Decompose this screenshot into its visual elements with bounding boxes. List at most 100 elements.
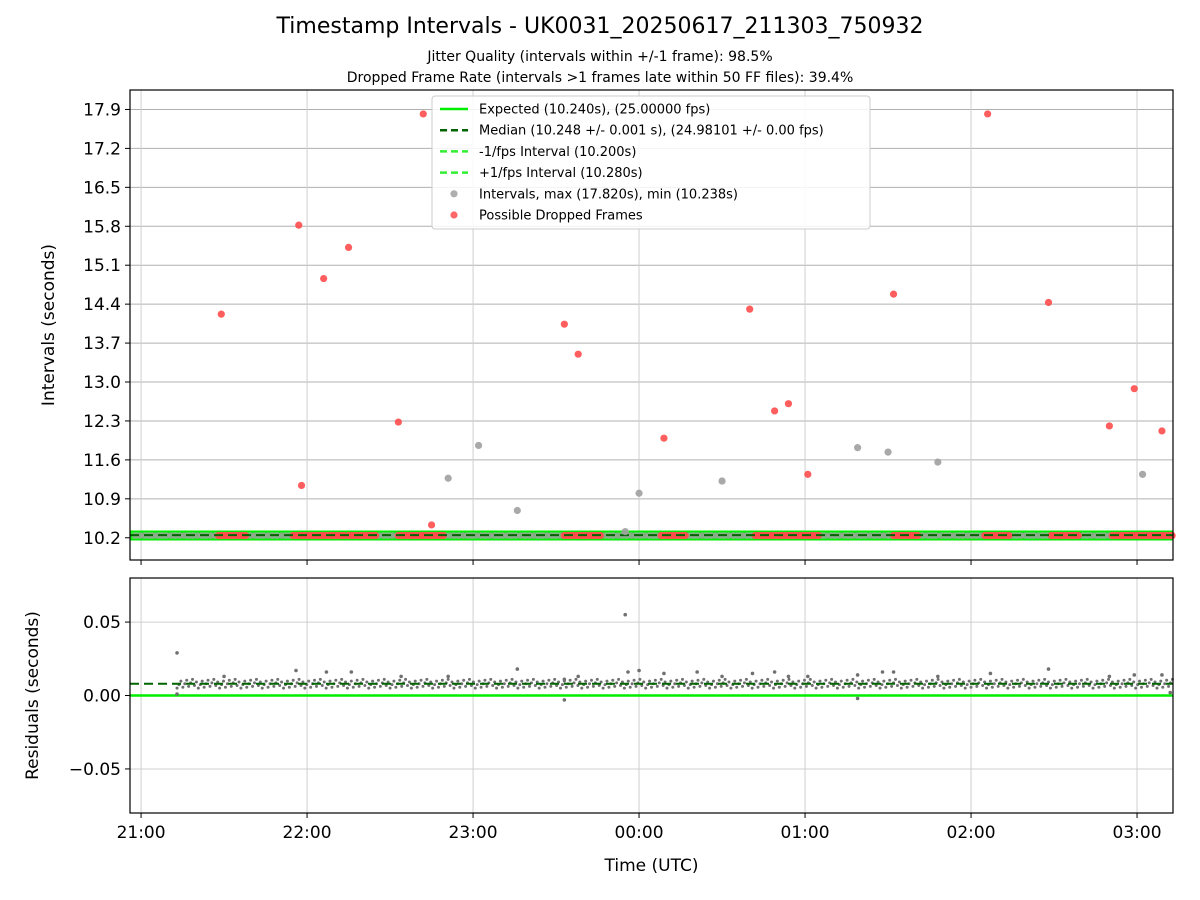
dropped-frame-point (217, 310, 225, 318)
residual-point (777, 685, 781, 689)
residual-point (1021, 677, 1025, 681)
residual-point (990, 685, 994, 689)
legend: Expected (10.240s), (25.00000 fps) Median… (431, 95, 871, 230)
y-tick-label: 13.7 (83, 334, 121, 354)
residual-point (1145, 684, 1149, 688)
residual-point (642, 680, 646, 684)
residual-point (832, 684, 836, 688)
residual-point (601, 686, 605, 690)
residual-point (553, 677, 557, 681)
residual-point (427, 684, 431, 688)
residual-point (1120, 682, 1124, 686)
residual-point (526, 678, 530, 682)
dropped-frame-point (746, 305, 754, 313)
residual-point (965, 683, 969, 687)
residual-point (586, 685, 590, 689)
legend-marker (450, 211, 458, 219)
residual-point (187, 684, 191, 688)
residual-point (1160, 673, 1164, 677)
residual-point (923, 683, 927, 687)
residual-point (690, 679, 694, 683)
residual-point (826, 684, 830, 688)
residual-point (785, 681, 789, 685)
residual-point (746, 684, 750, 688)
residual-point (378, 684, 382, 688)
residual-point (260, 686, 264, 690)
residual-point (1107, 677, 1111, 681)
y-tick-label: 10.2 (83, 529, 121, 549)
residual-point (580, 686, 584, 690)
residual-point (1054, 685, 1058, 689)
x-tick-label: 02:00 (947, 823, 996, 843)
residual-point (330, 685, 334, 689)
residual-point (349, 670, 354, 674)
interval-point (1138, 470, 1147, 478)
residual-point (1025, 680, 1029, 684)
residual-point (741, 684, 745, 688)
residual-point (640, 684, 644, 688)
residual-point (911, 684, 915, 688)
residual-point (533, 684, 537, 688)
residual-point (781, 678, 785, 682)
residual-point (1168, 690, 1173, 695)
residual-point (692, 685, 696, 689)
residuals-y-axis-label: Residuals (seconds) (23, 611, 43, 780)
residual-point (729, 686, 733, 690)
residual-point (919, 680, 923, 684)
residual-point (357, 684, 361, 688)
residual-point (1002, 684, 1006, 688)
residual-point (1006, 686, 1010, 690)
dropped-frame-point (771, 407, 779, 415)
residual-point (293, 684, 297, 688)
residual-point (557, 680, 561, 684)
residual-point (431, 686, 435, 690)
y-tick-label: 10.9 (83, 490, 121, 510)
residual-point (1085, 677, 1089, 681)
residual-point (992, 682, 996, 686)
y-tick-label: 15.1 (83, 256, 121, 276)
residual-point (254, 677, 258, 681)
residual-point (613, 684, 617, 688)
residual-point (648, 679, 652, 683)
dropped-frame-point (297, 481, 306, 490)
residual-point (702, 677, 706, 681)
residual-point (442, 684, 446, 688)
residual-point (650, 685, 653, 689)
residual-point (1105, 681, 1109, 685)
residual-point (717, 678, 721, 682)
residual-point (560, 683, 564, 687)
residual-point (750, 686, 754, 690)
residual-point (175, 686, 179, 690)
residual-point (1062, 681, 1066, 685)
residual-point (742, 681, 746, 685)
residual-point (719, 684, 723, 688)
residual-point (512, 684, 516, 688)
residual-point (713, 685, 717, 689)
residual-point (711, 679, 715, 683)
legend-label: Median (10.248 +/- 0.001 s), (24.98101 +… (479, 124, 824, 139)
residual-point (880, 670, 885, 674)
residual-point (940, 680, 944, 684)
residual-point (770, 680, 774, 684)
residual-point (558, 686, 562, 690)
residual-point (930, 678, 934, 682)
residual-point (657, 681, 661, 685)
residual-point (196, 686, 200, 690)
residual-point (175, 651, 179, 655)
residual-point (429, 680, 433, 684)
residual-point (345, 686, 349, 690)
residual-point (903, 679, 907, 683)
residual-point (245, 685, 249, 689)
residual-point (233, 677, 237, 681)
y-tick-label: 12.3 (83, 412, 121, 432)
residual-point (477, 679, 481, 683)
dropped-frame-point (1105, 422, 1113, 430)
residual-point (1079, 678, 1083, 682)
residual-point (727, 680, 731, 684)
residual-point (793, 686, 797, 690)
residual-point (518, 683, 522, 687)
residual-point (936, 677, 940, 681)
dropped-frame-point (889, 290, 898, 298)
residual-point (367, 686, 371, 690)
residual-point (1058, 678, 1062, 682)
